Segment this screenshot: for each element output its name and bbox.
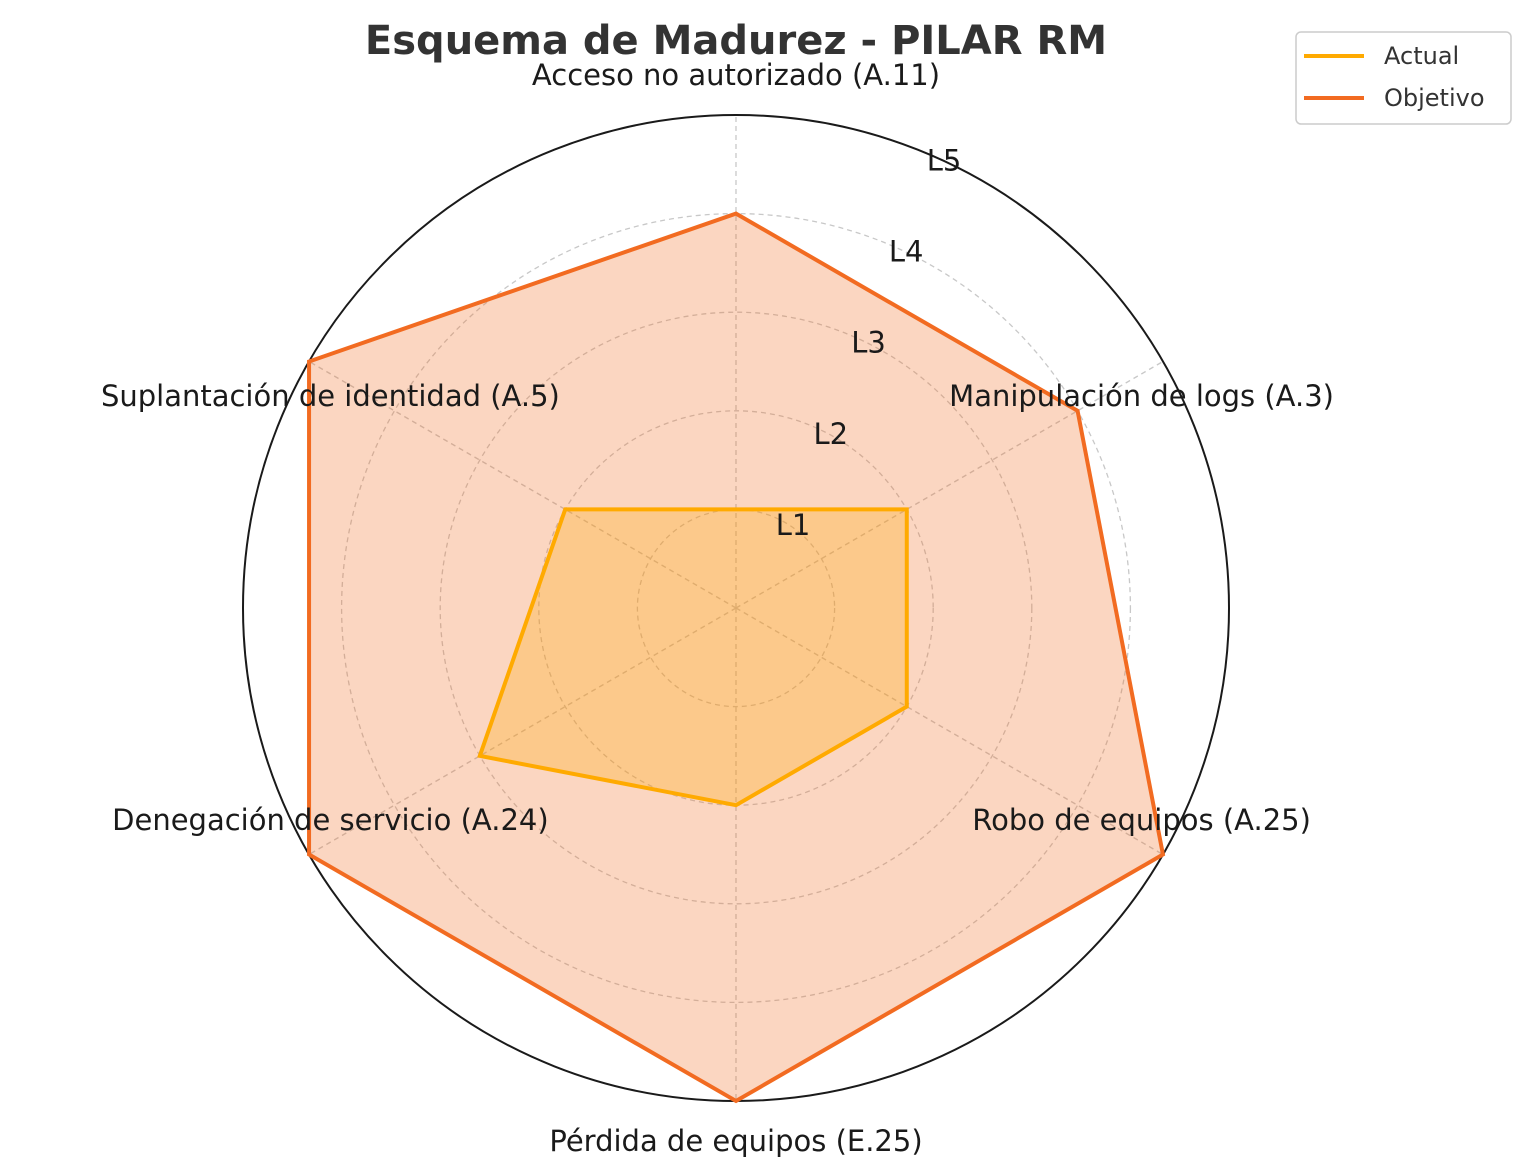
legend: Actual Objetivo: [1295, 31, 1512, 125]
axis-label: Robo de equipos (A.25): [972, 803, 1311, 837]
legend-label-objetivo: Objetivo: [1384, 84, 1485, 112]
tick-label: L4: [889, 235, 924, 269]
series-line-actual: [477, 507, 909, 808]
tick-label: L5: [927, 144, 962, 178]
radial-tick-labels: L1 L2 L3 L4 L5: [776, 144, 962, 542]
tick-label: L1: [776, 508, 811, 542]
axis-label: Acceso no autorizado (A.11): [532, 58, 940, 92]
axis-label: Suplantación de identidad (A.5): [101, 379, 560, 413]
axis-labels: Acceso no autorizado (A.11) Manipulación …: [101, 58, 1334, 1158]
series-fill-actual: [479, 509, 907, 806]
series-line-objetivo: [307, 211, 1166, 1104]
spoke-line: [735, 360, 1164, 609]
grid-ring: [439, 311, 1033, 905]
radar-series: [307, 211, 1166, 1104]
axis-label: Pérdida de equipos (E.25): [549, 1124, 922, 1158]
tick-label: L3: [851, 326, 886, 360]
legend-label-actual: Actual: [1384, 42, 1459, 70]
series-fill-objetivo: [309, 213, 1163, 1102]
axis-label: Denegación de servicio (A.24): [112, 803, 549, 837]
tick-label: L2: [814, 417, 849, 451]
spoke-line: [308, 360, 737, 609]
axis-label: Manipulación de logs (A.3): [949, 379, 1334, 413]
spoke-line: [308, 607, 737, 856]
chart-title: Esquema de Madurez - PILAR RM: [365, 18, 1107, 64]
spoke-line: [735, 607, 1164, 856]
